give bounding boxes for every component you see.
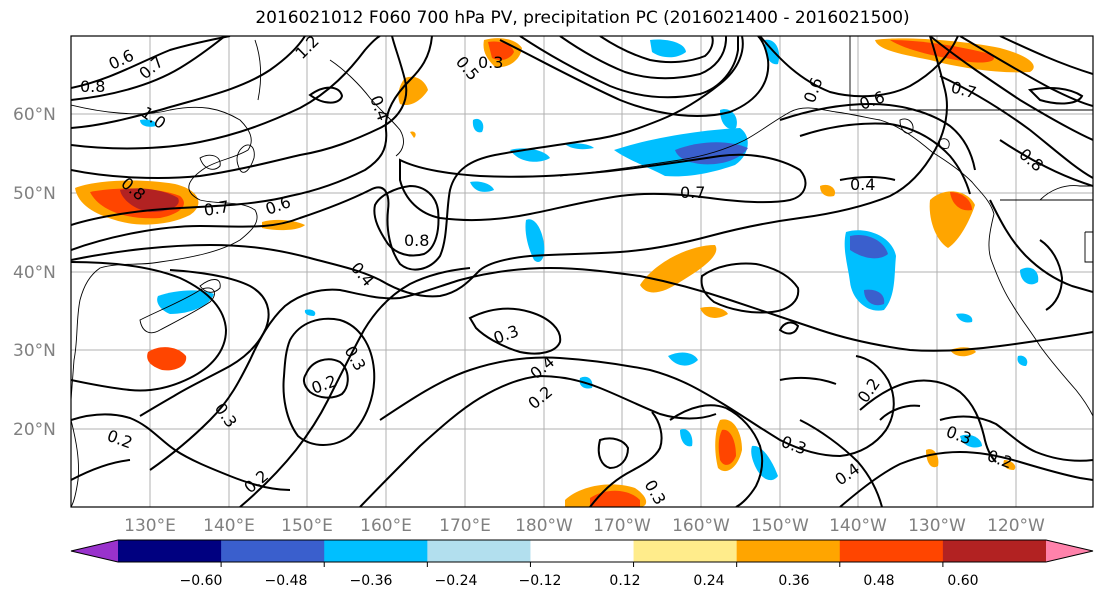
map-plot-area: 0.6 0.7 0.8 1.0 1.2 0.4 0.5 0.3 0.7 0.8 … — [71, 36, 1093, 507]
colorbar-tick-label: −0.60 — [180, 573, 223, 589]
contour-label: 0.7 — [680, 183, 705, 202]
lon-label: 150°W — [751, 516, 809, 536]
colorbar-segment — [736, 540, 841, 562]
lon-label: 120°W — [987, 516, 1045, 536]
lat-label: 30°N — [13, 341, 56, 361]
lon-label: 130°E — [124, 516, 176, 536]
colorbar — [70, 539, 1094, 567]
colorbar-tick-labels: −0.60 −0.48 −0.36 −0.24 −0.12 0.12 0.24 … — [180, 573, 979, 589]
lon-label: 160°E — [360, 516, 412, 536]
colorbar-extend-high — [1046, 540, 1093, 562]
colorbar-tick-label: 0.60 — [947, 573, 978, 589]
precip-positive-areas — [75, 38, 1034, 507]
map-title: 2016021012 F060 700 hPa PV, precipitatio… — [255, 8, 910, 28]
map-frame — [70, 35, 1094, 508]
colorbar-tick-label: −0.36 — [350, 573, 393, 589]
colorbar-segment — [839, 540, 944, 562]
lat-label: 60°N — [13, 105, 56, 125]
colorbar-tick-label: 0.24 — [693, 573, 724, 589]
colorbar-tick-label: −0.12 — [519, 573, 562, 589]
contour-label: 0.4 — [850, 175, 875, 194]
colorbar-tick-label: −0.24 — [435, 573, 478, 589]
lat-label: 50°N — [13, 184, 56, 204]
lon-label: 150°E — [281, 516, 333, 536]
lon-label: 170°W — [593, 516, 651, 536]
contour-label: 0.8 — [80, 77, 105, 96]
pv-contours — [71, 36, 1093, 507]
colorbar-segment — [324, 540, 428, 562]
colorbar-segment — [633, 540, 738, 562]
colorbar-segment — [427, 540, 531, 562]
lon-label: 140°E — [203, 516, 255, 536]
colorbar-segment — [118, 540, 222, 562]
lon-label: 160°W — [672, 516, 730, 536]
colorbar-segment — [530, 540, 635, 562]
colorbar-segment — [221, 540, 325, 562]
colorbar-extend-low — [71, 540, 118, 562]
lat-label: 40°N — [13, 263, 56, 283]
lat-label: 20°N — [13, 420, 56, 440]
colorbar-segment — [942, 540, 1047, 562]
colorbar-tick-label: 0.36 — [778, 573, 809, 589]
latitude-labels: 60°N 50°N 40°N 30°N 20°N — [13, 105, 56, 440]
colorbar-tick-label: 0.12 — [609, 573, 640, 589]
contour-label: 0.7 — [202, 197, 230, 220]
contour-label: 0.3 — [478, 53, 503, 72]
precip-patch-subtropic — [700, 306, 728, 318]
contour-label: 0.8 — [404, 231, 429, 250]
precip-patch-hawaii-north — [525, 219, 545, 263]
lon-label: 130°W — [908, 516, 966, 536]
lon-label: 180°W — [515, 516, 573, 536]
colorbar-tick-label: 0.48 — [863, 573, 894, 589]
colorbar-tick-label: −0.48 — [265, 573, 308, 589]
longitude-labels: 130°E 140°E 150°E 160°E 170°E 180°W 170°… — [124, 516, 1045, 536]
precip-patch-japan — [147, 347, 187, 371]
precip-patch-kuril — [262, 219, 305, 231]
colorbar-outline — [70, 539, 1094, 563]
lon-label: 170°E — [439, 516, 491, 536]
precip-patch-japan-sea — [157, 290, 214, 314]
coastlines — [71, 36, 1093, 507]
lon-label: 140°W — [829, 516, 887, 536]
